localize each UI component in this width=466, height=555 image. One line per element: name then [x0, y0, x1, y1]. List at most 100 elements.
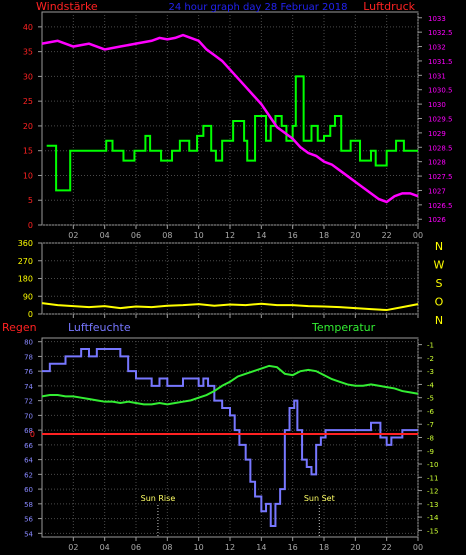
wind-tick-label: 20	[23, 122, 33, 131]
direction-tick-label: 0	[28, 310, 33, 319]
pressure-tick-label: 1032	[428, 44, 446, 52]
wind-series-line	[46, 75, 418, 192]
humidity-temperature-x-axis: 02 04 06 08 10 12 14 16 18 20 22 00	[68, 543, 423, 552]
temperature-tick-label: -13	[427, 501, 438, 509]
temperature-tick-label: -7	[427, 421, 434, 429]
temperature-tick-label: -1	[427, 342, 434, 350]
x-tick-label: 10	[194, 543, 204, 552]
humidity-tick-label: 74	[24, 383, 33, 391]
compass-label: O	[435, 296, 444, 309]
x-tick-label: 20	[350, 543, 360, 552]
pressure-tick-label: 1029	[428, 130, 446, 138]
x-tick-label: 12	[225, 543, 235, 552]
temperature-tick-label: -6	[427, 408, 435, 416]
compass-label: N	[435, 240, 443, 253]
humidity-tick-label: 54	[24, 530, 33, 538]
wind-direction-grid	[38, 242, 419, 318]
pressure-tick-label: 1028	[428, 159, 446, 167]
pressure-tick-label: 1028.5	[428, 144, 453, 152]
humidity-temperature-series	[41, 348, 419, 527]
pressure-tick-label: 1027	[428, 187, 446, 195]
wind-left-axis: 0 5 10 15 20 25 30 35 40	[23, 23, 33, 230]
temperature-tick-label: -10	[427, 461, 438, 469]
wind-tick-label: 5	[28, 196, 33, 205]
x-tick-label: 14	[256, 231, 266, 240]
compass-label: S	[436, 277, 443, 290]
x-tick-label: 16	[288, 231, 298, 240]
temperature-tick-label: -12	[427, 488, 438, 496]
x-tick-label: 00	[413, 543, 423, 552]
humidity-tick-label: 70	[24, 412, 33, 420]
compass-label: W	[434, 259, 445, 272]
pressure-tick-label: 1033	[428, 15, 446, 23]
x-tick-label: 20	[350, 231, 360, 240]
pressure-tick-label: 1027.5	[428, 173, 453, 181]
direction-tick-label: 180	[18, 275, 33, 284]
temperature-tick-label: -11	[427, 474, 438, 482]
humidity-tick-label: 56	[24, 516, 33, 524]
humidity-tick-label: 72	[24, 398, 33, 406]
pressure-tick-label: 1029.5	[428, 116, 453, 124]
humidity-tick-label: 68	[24, 427, 33, 435]
humidity-tick-label: 76	[24, 368, 33, 376]
humidity-tick-label: 60	[24, 486, 33, 494]
pressure-tick-label: 1030.5	[428, 87, 453, 95]
temperature-tick-label: -4	[427, 381, 435, 389]
temperature-tick-label: -14	[427, 514, 439, 522]
x-tick-label: 14	[256, 543, 266, 552]
x-tick-label: 02	[68, 543, 78, 552]
wind-tick-label: 10	[23, 171, 33, 180]
temperature-right-axis: -15 -14 -13 -12 -11 -10 -9 -8 -7 -6 -5 -4 -3 -2 -1	[427, 342, 439, 536]
x-tick-label: 22	[382, 231, 392, 240]
x-tick-label: 04	[100, 231, 110, 240]
wind-pressure-grid	[38, 12, 422, 229]
x-tick-label: 18	[319, 543, 329, 552]
temperature-tick-label: -2	[427, 355, 434, 363]
x-tick-label: 10	[194, 231, 204, 240]
direction-tick-label: 360	[18, 239, 33, 248]
rain-label: Regen	[2, 321, 37, 334]
x-tick-label: 00	[413, 231, 423, 240]
temperature-series-line	[41, 364, 419, 406]
pressure-tick-label: 1032.5	[428, 29, 453, 37]
wind-tick-label: 30	[23, 72, 33, 81]
x-tick-label: 06	[131, 231, 141, 240]
x-tick-label: 22	[382, 543, 392, 552]
pressure-tick-label: 1031	[428, 72, 446, 80]
humidity-temperature-grid	[38, 338, 422, 541]
rain-zero-tick: 0	[30, 430, 35, 439]
wind-pressure-x-axis: 02 04 06 08 10 12 14 16 18 20 22 00	[68, 231, 423, 240]
sun-annotation-label: Sun Set	[304, 494, 335, 503]
humidity-left-axis: 54 56 58 60 62 64 66 68 70 72 74 76 78 80	[24, 339, 33, 539]
x-tick-label: 06	[131, 543, 141, 552]
wind-tick-label: 25	[23, 97, 33, 106]
direction-tick-label: 270	[18, 257, 33, 266]
pressure-tick-label: 1026	[428, 216, 446, 224]
wind-tick-label: 15	[23, 147, 33, 156]
wind-direction-series	[41, 302, 419, 312]
wind-tick-label: 0	[28, 221, 33, 230]
humidity-tick-label: 78	[24, 353, 33, 361]
x-tick-label: 16	[288, 543, 298, 552]
sun-annotation-label: Sun Rise	[141, 494, 176, 503]
chart-title: 24 hour graph day 28 Februar 2018	[169, 2, 348, 13]
wind-direction-left-axis: 0 90 180 270 360	[18, 239, 33, 319]
temperature-tick-label: -9	[427, 448, 434, 456]
x-tick-label: 12	[225, 231, 235, 240]
pressure-tick-label: 1026.5	[428, 202, 453, 210]
temperature-tick-label: -8	[427, 435, 434, 443]
x-tick-label: 02	[68, 231, 78, 240]
pressure-tick-label: 1030	[428, 101, 446, 109]
x-tick-label: 08	[162, 231, 172, 240]
wind-tick-label: 40	[23, 23, 33, 32]
temperature-label: Temperatur	[311, 321, 376, 334]
humidity-tick-label: 64	[24, 457, 33, 465]
temperature-tick-label: -5	[427, 395, 434, 403]
humidity-series-line	[42, 348, 418, 527]
x-tick-label: 18	[319, 231, 329, 240]
compass-label: N	[435, 314, 443, 327]
sun-annotations: Sun Rise Sun Set	[141, 494, 335, 537]
